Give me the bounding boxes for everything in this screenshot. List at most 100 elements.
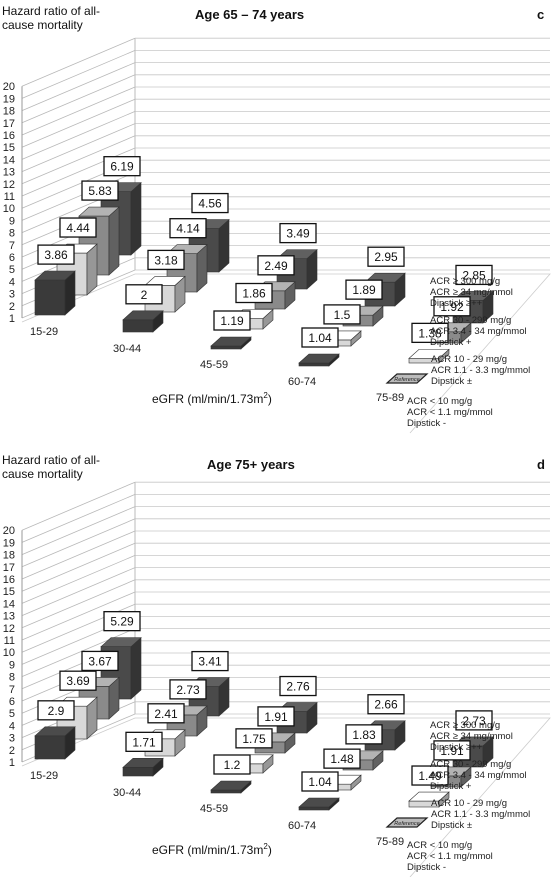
panel-d-bar-top: [34, 726, 76, 737]
panel-d-x-tick-label: 45-59: [200, 803, 228, 815]
panel-d-y-tick-label: 2: [9, 745, 15, 757]
panel-d-x-axis-label: eGFR (ml/min/1.73m2): [152, 842, 272, 857]
panel-d-data-label: 3.41: [191, 650, 229, 672]
panel-c-data-label: 2.85: [455, 264, 493, 286]
panel-d-grid-diag: [21, 542, 136, 592]
panel-d-data-label-box: [345, 724, 383, 745]
panel-c-data-label: 2.49: [257, 255, 295, 276]
panel-c-x-tick-label: 60-74: [288, 376, 316, 388]
panel-d-y-tick-label: 18: [3, 550, 15, 562]
panel-d-data-label-text: 1.91: [264, 710, 288, 724]
panel-d-legend-text: ACR ≥ 300 mg/g: [430, 720, 500, 731]
panel-c-bar-side: [130, 182, 142, 256]
panel-c-x-axis-label-end: ): [267, 392, 272, 406]
panel-d-grid-diag: [21, 518, 136, 568]
panel-c-data-label-box: [147, 249, 185, 271]
panel-d-grid-diag: [21, 591, 136, 641]
panel-d-data-label-box: [81, 650, 119, 672]
panel-c-data-label-box: [37, 244, 75, 265]
panel-c-x-axis-label-sup: 2: [263, 391, 268, 400]
panel-c-data-label-text: 1.89: [352, 283, 376, 297]
panel-c-bar-front: [298, 362, 330, 367]
panel-d-data-label-text: 2.76: [286, 680, 310, 694]
panel-d-x-tick-label: 60-74: [288, 820, 316, 832]
panel-c-data-label: 1.86: [235, 282, 273, 304]
panel-c-x-axis-label-text: eGFR (ml/min/1.73m: [152, 392, 264, 406]
panel-c-bar: [210, 336, 252, 350]
panel-d-y-tick-label: 8: [9, 672, 15, 684]
panel-c-y-axis-label-line2: cause mortality: [2, 18, 83, 32]
panel-c-legend-text: ACR 10 - 29 mg/g: [431, 354, 507, 365]
panel-d-data-label-text: 2.73: [176, 683, 200, 697]
panel-c-bar: [34, 270, 76, 316]
panel-c-data-label: 1.5: [323, 304, 361, 325]
panel-c-data-label: 1.04: [301, 327, 339, 348]
panel-d-data-label-box: [235, 728, 273, 749]
panel-c-bar-top: [408, 349, 450, 359]
panel-c-bar-top: [210, 336, 252, 347]
panel-d-bar: [122, 757, 164, 777]
panel-c-grid-diag: [21, 62, 136, 111]
panel-d-data-label-text: 1.48: [330, 752, 354, 766]
panel-c-data-label-box: [301, 327, 339, 348]
panel-d-legend-text: ACR 1.1 - 3.3 mg/mmol: [431, 809, 530, 820]
panel-c-data-label-box: [279, 222, 317, 244]
panel-d-data-label: 1.04: [301, 771, 339, 792]
panel-d-bar-top: [210, 780, 252, 791]
panel-c-data-label-box: [235, 282, 273, 304]
panel-d-data-label: 1.48: [323, 748, 361, 769]
panel-c-data-label-text: 1.38: [418, 326, 442, 340]
panel-c-data-label-text: 4.56: [198, 197, 222, 211]
panel-d-legend-text: Dipstick +: [430, 781, 472, 792]
panel-c-y-tick-label: 18: [3, 106, 15, 118]
panel-d-x-tick-label: 15-29: [30, 770, 58, 782]
panel-d-bar: [34, 726, 76, 760]
panel-c-legend-text: ACR < 10 mg/g: [407, 396, 472, 407]
panel-d-bar-front: [298, 806, 330, 811]
panel-c-y-tick-label: 12: [3, 179, 15, 191]
panel-d-y-tick-label: 15: [3, 586, 15, 598]
panel-c-data-label-box: [411, 322, 449, 344]
panel-d-y-tick-label: 10: [3, 647, 15, 659]
panel-c-y-tick-label: 19: [3, 93, 15, 105]
panel-d-data-label-box: [191, 650, 229, 672]
panel-c-legend-text: Dipstick +: [430, 337, 472, 348]
panel-c-data-label-text: 1.92: [440, 300, 464, 314]
panel-d-legend-text: ACR ≥ 34 mg/mmol: [430, 731, 513, 742]
panel-d-x-tick-label: 75-89: [376, 836, 404, 848]
panel-d-data-label-box: [323, 748, 361, 769]
panel-d-bar-top: [100, 637, 142, 647]
panel-d-bar-front: [210, 789, 242, 794]
panel-d-x-axis-label-sup: 2: [263, 842, 268, 851]
panel-d-data-label-box: [103, 611, 141, 632]
panel-d-data-label-box: [433, 740, 471, 761]
panel-d-data-label-text: 1.49: [418, 769, 442, 783]
panel-c-data-label: 6.19: [103, 156, 141, 177]
panel-d-title: Age 75+ years: [207, 457, 295, 472]
panel-c-y-tick-label: 10: [3, 203, 15, 215]
panel-d-legend-text: Dipstick ±: [431, 820, 472, 831]
panel-d-reference-label: Reference: [394, 821, 419, 827]
panel-c-data-label: 4.44: [59, 217, 97, 238]
panel-c-y-tick-label: 6: [9, 252, 15, 264]
panel-c-grid-diag: [21, 86, 136, 136]
panel-d-data-label-box: [301, 771, 339, 792]
panel-c-grid-diag: [21, 111, 136, 160]
panel-c-data-labels: 6.19 4.56 3.49 2.95 2.85 5.83 4.14 2.49 1.89 1.92…: [37, 156, 493, 348]
panel-d-legend-text: ACR < 1.1 mg/mmol: [407, 851, 493, 862]
panel-c-y-tick-label: 14: [3, 154, 15, 166]
panel-d-y-tick-label: 11: [4, 635, 15, 647]
panel-c-x-tick-label: 30-44: [113, 343, 141, 355]
panel-c-data-label: 3.86: [37, 244, 75, 265]
panel-d-y-tick-label: 12: [3, 623, 15, 635]
panel-c-data-label-text: 3.86: [44, 248, 68, 262]
panel-d-y-axis-label: Hazard ratio of all- cause mortality: [2, 453, 132, 481]
panel-c-legend-text: ACR < 1.1 mg/mmol: [407, 407, 493, 418]
panel-c-y-axis-label: Hazard ratio of all- cause mortality: [2, 4, 132, 32]
panel-c-data-label-text: 1.19: [220, 314, 244, 328]
panel-d-grid-diag: [21, 481, 136, 531]
panel-d-data-label-text: 2.9: [48, 704, 65, 718]
panel-d-data-label-box: [125, 731, 163, 752]
